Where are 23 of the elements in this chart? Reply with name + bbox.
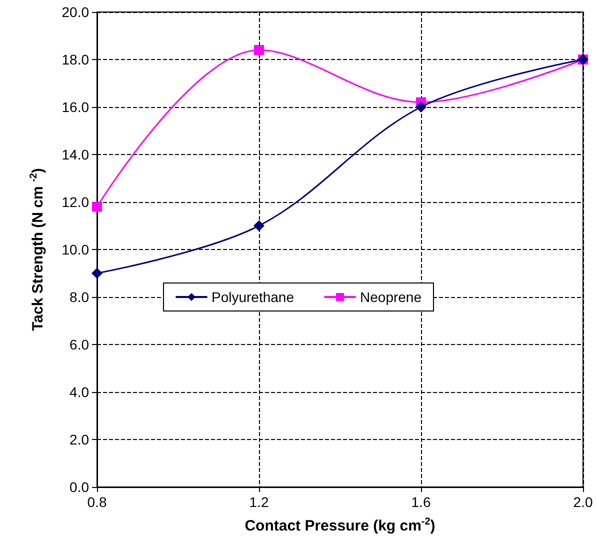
y-tick-label: 0.0 — [70, 479, 90, 495]
y-tick-label: 4.0 — [70, 384, 90, 400]
y-tick-label: 16.0 — [62, 99, 90, 115]
y-tick-label: 10.0 — [62, 242, 90, 258]
legend-label: Neoprene — [360, 289, 422, 305]
y-axis-title: Tack Strength (N cm -2) — [28, 168, 46, 331]
x-tick-label: 0.8 — [87, 494, 107, 510]
x-tick-label: 1.2 — [249, 494, 269, 510]
point — [416, 102, 426, 112]
y-tick-label: 12.0 — [62, 194, 90, 210]
y-tick-label: 8.0 — [70, 289, 90, 305]
legend-label: Polyurethane — [212, 289, 294, 305]
point — [254, 220, 264, 232]
y-tick-label: 18.0 — [62, 52, 90, 68]
x-tick-label: 2.0 — [573, 494, 593, 510]
y-tick-label: 2.0 — [70, 432, 90, 448]
y-tick-label: 14.0 — [62, 146, 90, 162]
y-tick-label: 6.0 — [70, 336, 90, 352]
point — [92, 202, 102, 212]
x-tick-label: 1.6 — [411, 494, 431, 510]
point — [92, 268, 102, 279]
y-tick-label: 20.0 — [62, 4, 90, 20]
point — [254, 45, 264, 55]
